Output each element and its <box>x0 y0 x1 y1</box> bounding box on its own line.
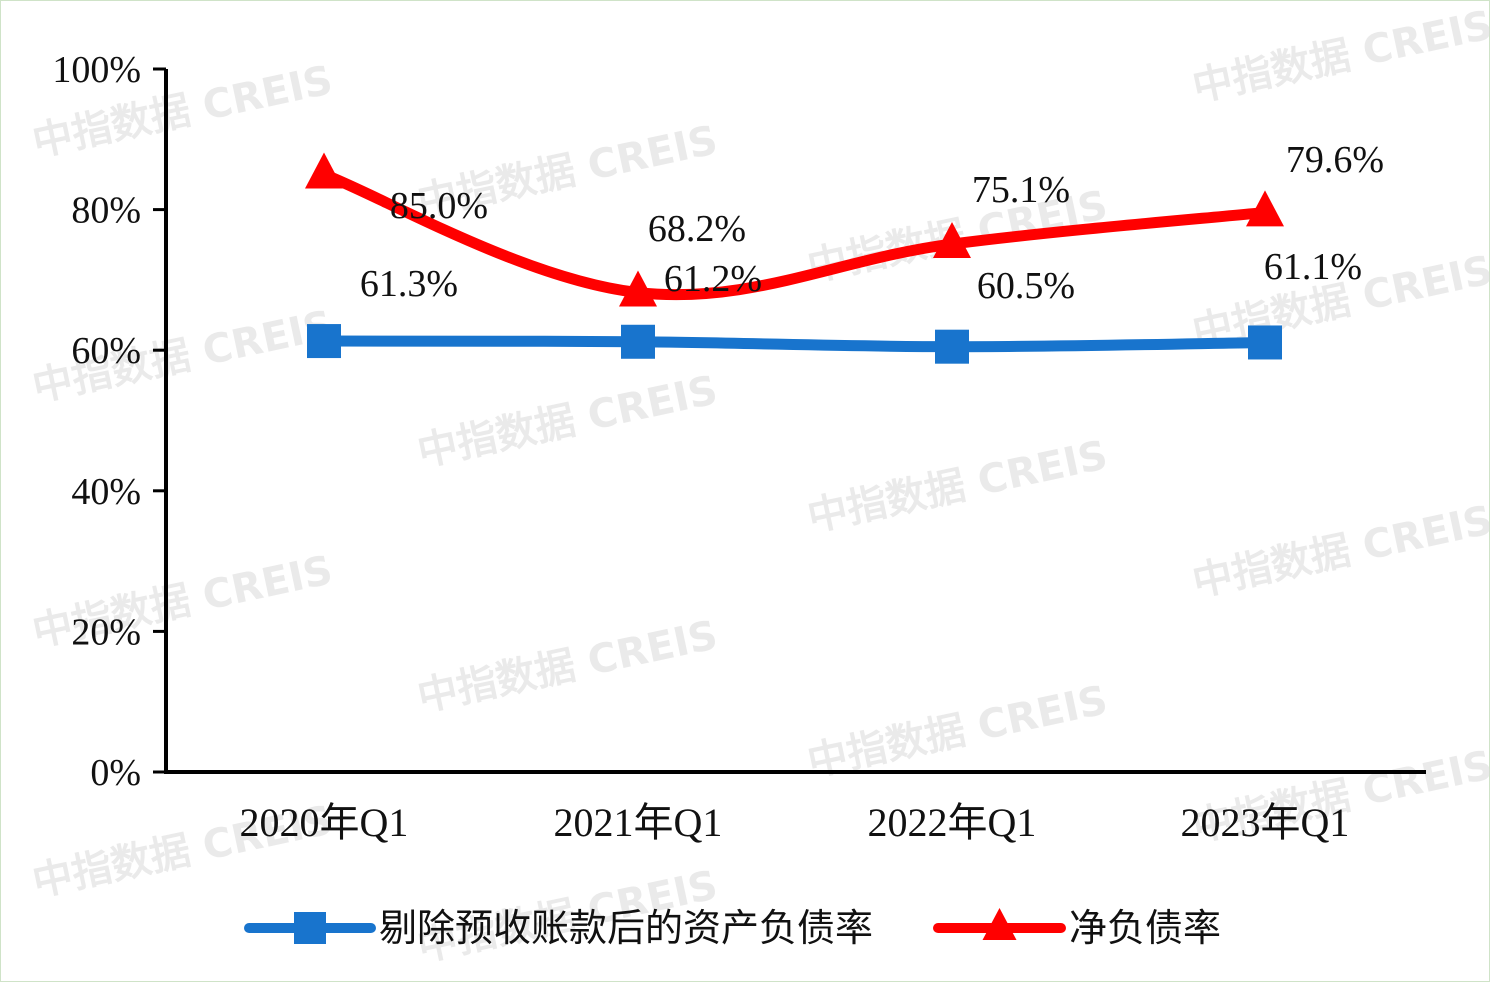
watermark-text: 中指数据 CREIS <box>1189 497 1490 605</box>
square-marker <box>935 329 969 364</box>
triangle-marker <box>1246 190 1284 227</box>
data-label: 60.5% <box>977 265 1075 307</box>
watermark-text: 中指数据 CREIS <box>804 677 1112 785</box>
triangle-marker <box>305 152 343 189</box>
y-tick-label: 40% <box>71 471 141 513</box>
data-label: 61.1% <box>1264 246 1362 288</box>
y-tick-label: 20% <box>71 611 141 653</box>
x-category-label: 2022年Q1 <box>868 800 1037 845</box>
legend-label: 净负债率 <box>1069 906 1221 950</box>
series-layer <box>305 152 1284 364</box>
legend-square-marker <box>294 912 326 944</box>
triangle-marker <box>619 270 657 307</box>
axes <box>164 69 1426 774</box>
legend-label: 剔除预收账款后的资产负债率 <box>379 906 873 950</box>
watermark-text: 中指数据 CREIS <box>804 432 1112 540</box>
legend-triangle-marker <box>982 908 1017 940</box>
square-marker <box>1248 325 1282 360</box>
watermark-text: 中指数据 CREIS <box>414 367 722 475</box>
data-label: 75.1% <box>972 169 1070 211</box>
square-marker <box>307 324 341 359</box>
y-tick-label: 0% <box>90 752 141 794</box>
data-label: 79.6% <box>1286 139 1384 181</box>
x-category-label: 2020年Q1 <box>240 800 409 845</box>
x-category-label: 2023年Q1 <box>1181 800 1350 845</box>
legend: 剔除预收账款后的资产负债率 净负债率 <box>244 906 1221 950</box>
watermark-text: 中指数据 CREIS <box>1189 2 1490 110</box>
data-label: 85.0% <box>390 185 488 227</box>
watermark-text: 中指数据 CREIS <box>414 612 722 720</box>
asset-liability-ratio-line <box>318 335 1271 353</box>
data-labels: 61.3% 61.2% 60.5% 61.1% 85.0% 68.2% 75.1% 79.6% <box>360 139 1384 307</box>
y-axis-ticks: 0% 20% 40% 60% 80% 100% <box>52 49 166 794</box>
data-label: 61.3% <box>360 263 458 305</box>
square-marker <box>621 324 655 359</box>
y-tick-label: 60% <box>71 330 141 372</box>
x-axis-labels: 2020年Q1 2021年Q1 2022年Q1 2023年Q1 <box>240 800 1350 845</box>
y-tick-label: 80% <box>71 190 141 232</box>
net-debt-ratio-line <box>318 168 1271 301</box>
triangle-marker <box>933 222 971 259</box>
x-category-label: 2021年Q1 <box>554 800 723 845</box>
y-tick-label: 100% <box>52 49 141 91</box>
data-label: 68.2% <box>648 208 746 250</box>
data-label: 61.2% <box>664 258 762 300</box>
